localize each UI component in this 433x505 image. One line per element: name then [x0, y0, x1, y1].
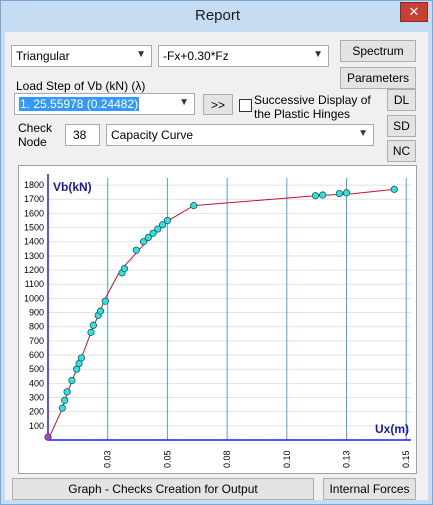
- title-bar[interactable]: Report ✕: [1, 1, 432, 32]
- curve-point: [190, 202, 198, 210]
- x-tick-label: 0.05: [162, 450, 172, 468]
- curve-type-value: Capacity Curve: [111, 128, 194, 142]
- y-tick-label: 100: [29, 421, 44, 431]
- check-node-label: Check Node: [18, 121, 53, 149]
- y-tick-label: 900: [29, 308, 44, 318]
- sd-button[interactable]: SD: [387, 115, 416, 137]
- curve-point: [58, 404, 66, 412]
- y-tick-label: 800: [29, 322, 44, 332]
- chevron-down-icon: ▼: [179, 97, 189, 108]
- x-tick-label: 0.13: [342, 450, 352, 468]
- load-pattern-dropdown[interactable]: Triangular ▼: [11, 45, 152, 67]
- curve-point: [163, 216, 172, 225]
- next-step-button[interactable]: >>: [203, 94, 233, 115]
- curve-point: [154, 225, 162, 233]
- curve-point: [89, 321, 97, 329]
- spectrum-button[interactable]: Spectrum: [340, 40, 416, 62]
- nc-button[interactable]: NC: [387, 140, 416, 162]
- check-node-input[interactable]: 38: [65, 124, 100, 146]
- curve-point: [101, 297, 109, 305]
- y-tick-label: 600: [29, 350, 44, 360]
- curve-point: [77, 354, 86, 362]
- successive-display-label: Successive Display of the Plastic Hinges: [254, 93, 371, 121]
- y-tick-label: 300: [29, 393, 44, 403]
- curve-point: [311, 192, 320, 200]
- load-step-dropdown[interactable]: 1. 25.55978 (0.24482) ▼: [14, 93, 195, 115]
- curve-point: [68, 376, 76, 385]
- load-step-label: Load Step of Vb (kN) (λ): [16, 79, 146, 93]
- y-tick-label: 1300: [24, 251, 44, 261]
- load-case-dropdown[interactable]: -Fx+0.30*Fz ▼: [158, 45, 329, 67]
- chevron-down-icon: ▼: [136, 49, 146, 60]
- curve-point: [132, 246, 140, 254]
- x-tick-label: 0.08: [222, 450, 232, 468]
- curve-point: [335, 189, 343, 198]
- y-tick-label: 500: [29, 364, 44, 374]
- x-tick-label: 0.15: [401, 450, 411, 468]
- y-tick-label: 1700: [24, 194, 44, 204]
- x-tick-label: 0.10: [282, 450, 292, 468]
- load-case-value: -Fx+0.30*Fz: [163, 49, 229, 63]
- y-tick-label: 1500: [24, 223, 44, 233]
- y-axis-label: Vb(kN): [53, 180, 92, 194]
- chart-svg: 100 200 300 400 500 600 700 800 900 1000 1100 1200 1…: [24, 174, 411, 468]
- curve-point: [61, 396, 69, 404]
- capacity-curve-chart: 100 200 300 400 500 600 700 800 900 1000 1100 1200 1…: [18, 165, 417, 474]
- y-tick-label: 1400: [24, 237, 44, 247]
- curve-point: [342, 189, 351, 197]
- window-title: Report: [194, 7, 241, 24]
- internal-forces-button[interactable]: Internal Forces: [323, 478, 416, 500]
- curve-point: [159, 221, 167, 229]
- origin-point: [44, 433, 52, 441]
- parameters-button[interactable]: Parameters: [340, 67, 416, 89]
- y-tick-label: 1600: [24, 208, 44, 218]
- load-step-value: 1. 25.55978 (0.24482): [19, 97, 140, 111]
- y-tick-label: 1000: [24, 293, 44, 303]
- graph-checks-button[interactable]: Graph - Checks Creation for Output: [12, 478, 314, 500]
- dl-button[interactable]: DL: [387, 89, 416, 111]
- curve-point: [144, 233, 152, 242]
- y-tick-label: 1800: [24, 180, 44, 190]
- y-tick-label: 1100: [25, 279, 44, 289]
- x-tick-label: 0.03: [103, 450, 113, 468]
- close-button[interactable]: ✕: [400, 2, 428, 22]
- close-icon: ✕: [408, 4, 420, 19]
- curve-type-dropdown[interactable]: Capacity Curve ▼: [106, 124, 374, 146]
- x-axis-label: Ux(m): [375, 422, 409, 436]
- curve-point: [120, 265, 129, 273]
- chevron-down-icon: ▼: [313, 49, 323, 60]
- chevron-down-icon: ▼: [358, 128, 368, 139]
- curve-point: [87, 328, 95, 336]
- curve-point: [96, 307, 105, 315]
- load-pattern-value: Triangular: [16, 49, 70, 63]
- y-tick-label: 1200: [24, 265, 44, 275]
- y-tick-label: 700: [29, 336, 44, 346]
- y-tick-label: 200: [29, 407, 44, 417]
- curve-point: [319, 191, 327, 199]
- curve-point: [390, 185, 398, 193]
- successive-display-checkbox[interactable]: [239, 99, 252, 112]
- y-tick-label: 400: [29, 378, 44, 388]
- curve-point: [139, 238, 148, 246]
- curve-point: [149, 229, 157, 237]
- curve-point: [63, 388, 71, 396]
- dialog-client-area: Triangular ▼ -Fx+0.30*Fz ▼ Spectrum Para…: [5, 32, 428, 500]
